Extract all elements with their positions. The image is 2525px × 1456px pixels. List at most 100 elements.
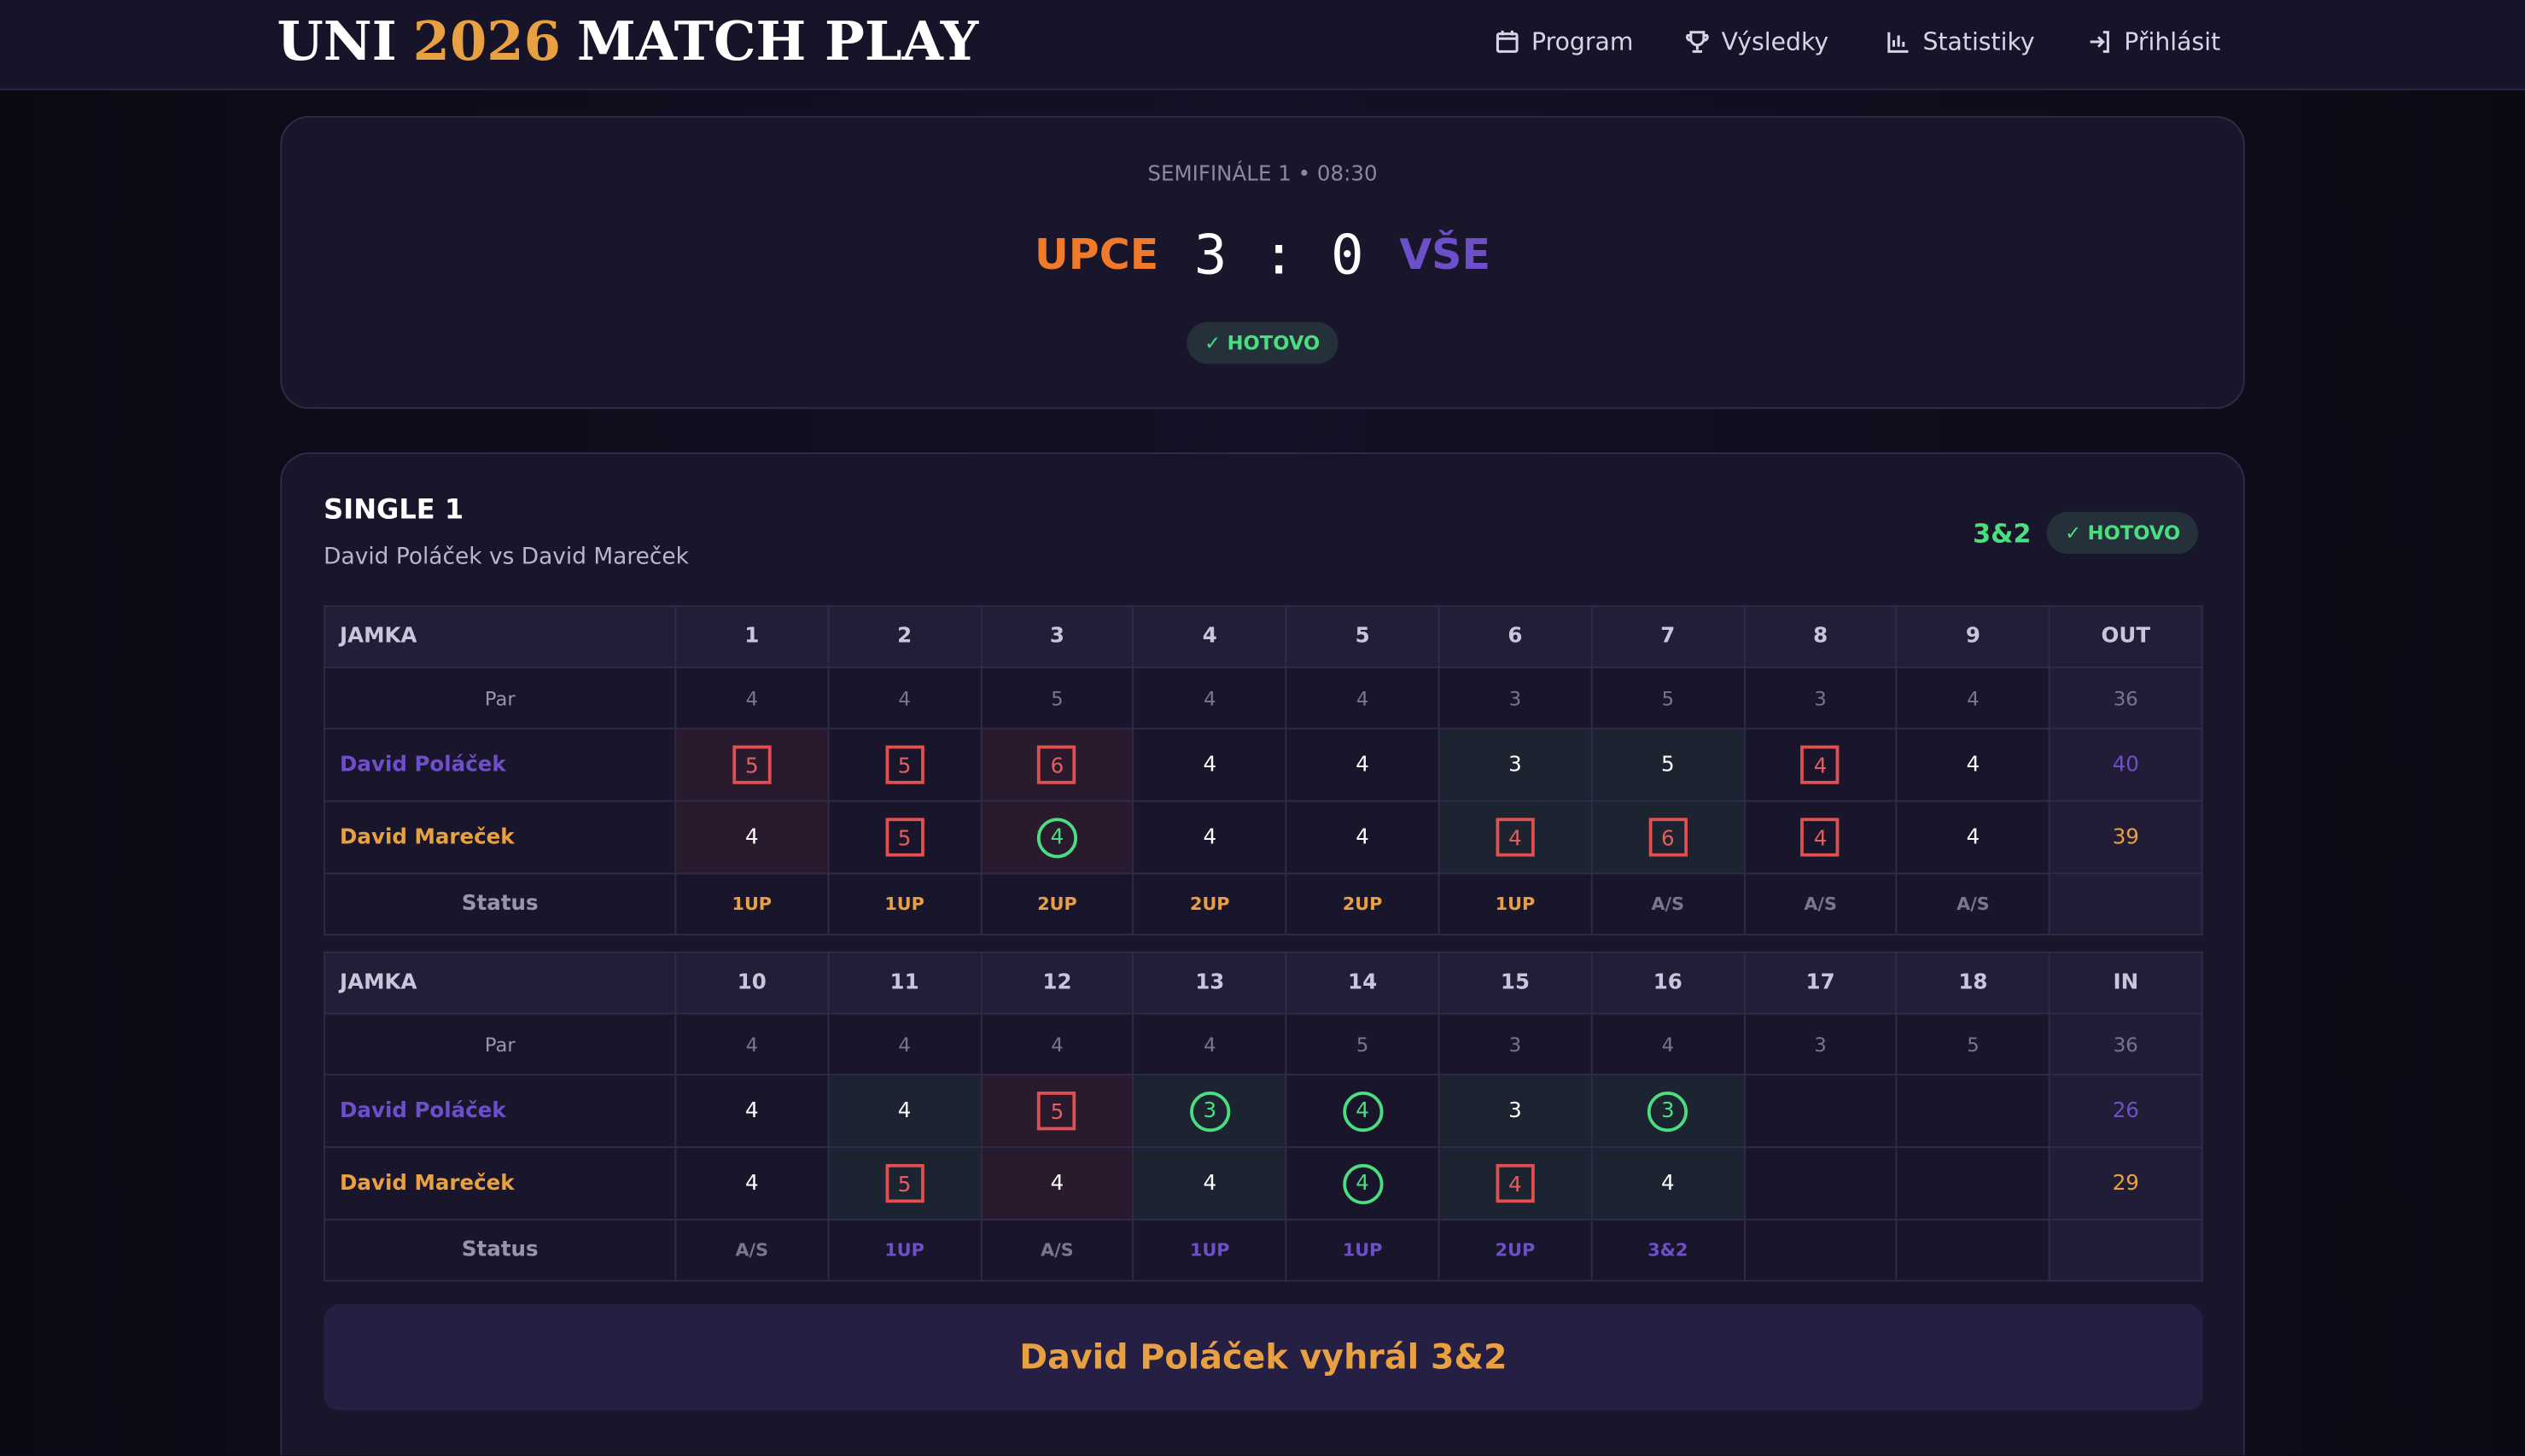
status-badge: ✓ HOTOVO [2047,511,2199,554]
par-total: 36 [2048,667,2203,730]
hole-number: 13 [1132,951,1287,1015]
score: 5 [884,818,924,857]
hole-number: 9 [1896,605,2050,668]
score: 4 [1496,1163,1535,1203]
score-cell: 4 [1590,1146,1746,1220]
score: 4 [1050,1171,1064,1196]
player-name: David Mareček [324,800,677,875]
home-score: 3 [1193,224,1228,288]
hole-number: 8 [1743,605,1898,668]
icon [1496,30,1519,53]
par-cell: 4 [827,667,982,730]
par-cell: 3 [1743,667,1898,730]
par-cell: 4 [1285,667,1440,730]
header-cell: JAMKA [324,605,677,668]
single-title: SINGLE 1 [324,494,464,527]
score-cell: 4 [1132,800,1287,875]
score: 4 [744,824,759,850]
status-cell: A/S [674,1219,830,1282]
hole-number: 4 [1132,605,1287,668]
status-cell: A/S [1743,872,1898,936]
score: 4 [1966,752,1980,778]
par-label: Par [324,667,677,730]
score: 5 [1660,752,1675,778]
par-cell: 4 [1896,667,2050,730]
par-cell: 4 [1590,1012,1746,1076]
status-cell: 1UP [1285,1219,1440,1282]
hole-row: JAMKA 10 11 12 13 14 15 16 17 18 IN [324,951,2203,1015]
status-text: HOTOVO [2087,521,2181,545]
player-row: David Poláček 5 5 6 4 4 3 5 4 4 40 [324,727,2203,802]
result-text: 3&2 [1973,517,2032,549]
score: 5 [884,1163,924,1203]
status-cell: 2UP [980,872,1134,936]
par-cell: 3 [1743,1012,1898,1076]
status-label: Status [324,872,677,936]
away-score: 0 [1331,224,1364,288]
logo[interactable]: UNI 2026 MATCH PLAY [277,9,978,73]
score: 3 [1508,752,1522,778]
status-cell [1896,1219,2050,1282]
status-row: Status 1UP 1UP 2UP 2UP 2UP 1UP A/S A/S A/S [324,872,2203,936]
score: 4 [1800,818,1840,857]
score-cell: 4 [1743,800,1898,875]
score-cell: 4 [980,1146,1134,1220]
check: ✓ [2065,521,2082,545]
player-row: David Mareček 4 5 4 4 4 4 6 4 4 39 [324,800,2203,875]
nav-item[interactable]: Přihlásit [2087,27,2220,56]
score-cell: 4 [1285,1074,1440,1149]
score: 4 [1342,1091,1383,1132]
par-cell: 4 [1132,1012,1287,1076]
status-text: HOTOVO [1227,331,1321,355]
par-cell: 5 [1896,1012,2050,1076]
score-cell: 4 [1743,727,1898,802]
player-total: 40 [2048,727,2203,802]
score-cell: 4 [1437,800,1593,875]
nav-item[interactable]: Program [1495,27,1634,57]
nav-item[interactable]: Výsledky [1684,27,1828,56]
hole-number: 15 [1437,951,1593,1015]
summary: David Poláček vyhrál 3&2 [324,1304,2203,1411]
nav-label: Program [1531,27,1634,57]
score: 4 [1203,824,1217,850]
player-name: David Poláček [324,727,677,802]
score: 4 [1356,824,1369,850]
match-card: SEMIFINÁLE 1 • 08:30 UPCE 3 : 0 VŠE ✓ HOT… [280,115,2245,410]
player-total: 29 [2048,1146,2203,1220]
score-cell: 4 [980,800,1134,875]
status-label: Status [324,1219,677,1282]
score: 4 [744,1171,759,1196]
total-label: OUT [2048,605,2203,668]
separator: : [1262,224,1296,288]
hole-row: JAMKA 1 2 3 4 5 6 7 8 9 OUT [324,605,2203,668]
hole-number: 5 [1285,605,1440,668]
nav-label: Výsledky [1721,27,1829,57]
nav-item[interactable]: Statistiky [1886,27,2035,56]
score-cell: 3 [1437,727,1593,802]
score: 4 [1342,1162,1383,1204]
score: 4 [897,1098,912,1123]
logo-text: MATCH PLAY [576,9,979,73]
score-cell [1896,1074,2050,1149]
hole-number: 12 [980,951,1134,1015]
status-total [2048,872,2203,936]
hole-number: 1 [674,605,830,668]
status-cell: 2UP [1437,1219,1593,1282]
logo-text: UNI [277,9,397,73]
par-label: Par [324,1012,677,1076]
icon [2090,31,2109,53]
score-cell [1896,1146,2050,1220]
score-cell: 5 [827,800,982,875]
status-row: Status A/S 1UP A/S 1UP 1UP 2UP 3&2 [324,1219,2203,1282]
single-card: SINGLE 1 David Poláček vs David Mareček … [280,452,2245,1456]
hole-number: 17 [1743,951,1898,1015]
status-cell: 1UP [1437,872,1593,936]
player-total: 26 [2048,1074,2203,1149]
match-label: SEMIFINÁLE 1 • 08:30 [1147,162,1378,187]
status-cell: 1UP [1132,1219,1287,1282]
score-cell [1743,1074,1898,1149]
score: 4 [1800,745,1840,784]
player-row: David Poláček 4 4 5 3 4 3 3 26 [324,1074,2203,1149]
